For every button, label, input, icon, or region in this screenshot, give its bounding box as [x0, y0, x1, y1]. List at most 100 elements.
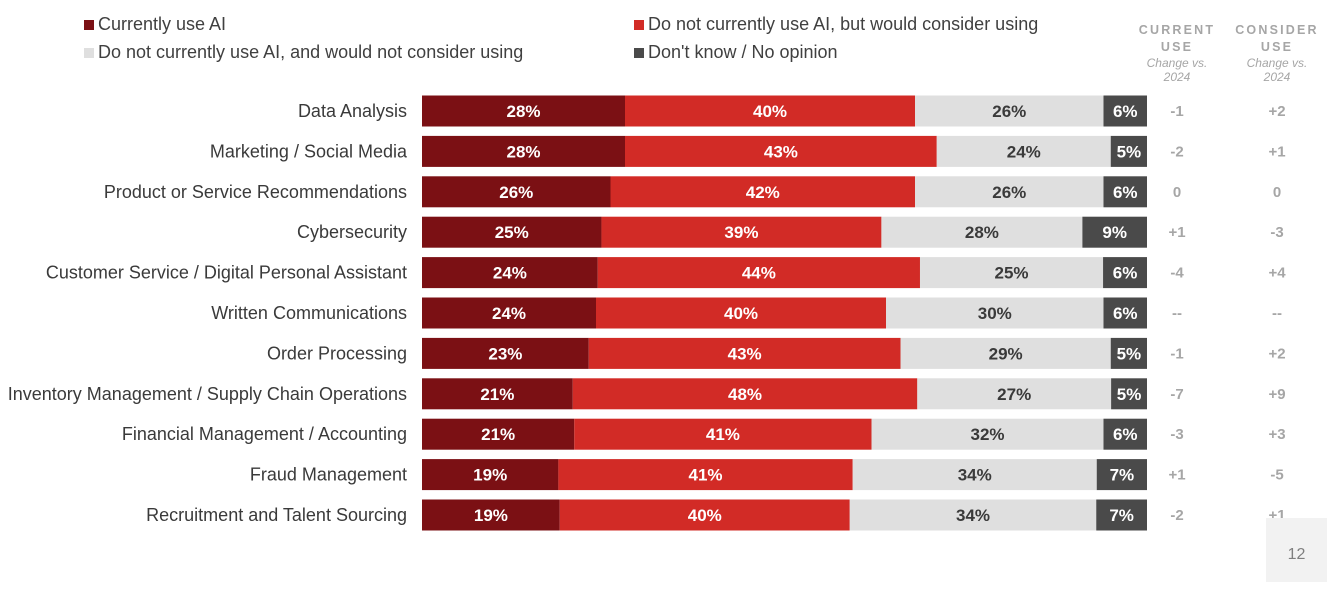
- category-label: Product or Service Recommendations: [104, 182, 407, 202]
- bar-segment-do-not-currently-use-ai-: [574, 418, 872, 450]
- consider-use-change-value: +1: [1268, 143, 1285, 160]
- bar-segment-do-not-currently-use-ai-: [871, 418, 1104, 450]
- bar-data-label: 43%: [728, 344, 762, 363]
- bar-segment-do-not-currently-use-ai-: [558, 459, 853, 491]
- consider-use-header: CONSIDER USE Change vs. 2024: [1227, 22, 1327, 84]
- consider-use-sub-2: 2024: [1263, 70, 1291, 84]
- consider-use-change-value: 0: [1273, 184, 1281, 201]
- bar-segment-currently-use-ai: [422, 418, 575, 450]
- bar-segment-do-not-currently-use-ai-: [597, 257, 920, 289]
- current-use-sub-2: 2024: [1163, 70, 1191, 84]
- bar-segment-do-not-currently-use-ai-: [601, 216, 882, 248]
- consider-use-change-value: --: [1272, 305, 1282, 322]
- bar-segment-don-t-know-no-opinion: [1103, 297, 1147, 329]
- consider-use-change-value: +9: [1268, 386, 1285, 403]
- current-use-change-value: -7: [1170, 386, 1183, 403]
- current-use-change-value: -2: [1170, 143, 1183, 160]
- bar-segment-do-not-currently-use-ai-: [596, 297, 886, 329]
- bar-data-label: 40%: [688, 506, 722, 525]
- bar-data-label: 24%: [492, 304, 526, 323]
- category-label: Customer Service / Digital Personal Assi…: [46, 263, 407, 283]
- bar-data-label: 40%: [724, 304, 758, 323]
- bar-data-label: 34%: [958, 466, 992, 485]
- bar-segment-currently-use-ai: [422, 135, 625, 167]
- current-use-change-value: 0: [1173, 184, 1181, 201]
- category-label: Inventory Management / Supply Chain Oper…: [8, 384, 407, 404]
- bar-data-label: 30%: [978, 304, 1012, 323]
- bar-data-label: 25%: [495, 223, 529, 242]
- legend-swatch-would-not-consider: [84, 47, 94, 58]
- category-label: Cybersecurity: [297, 222, 407, 242]
- legend-item-current: Currently use AI: [84, 14, 226, 35]
- bar-data-label: 48%: [728, 385, 762, 404]
- bar-segment-currently-use-ai: [422, 499, 560, 531]
- legend-label-current: Currently use AI: [98, 14, 227, 34]
- current-use-sub-1: Change vs.: [1146, 56, 1208, 70]
- bar-data-label: 6%: [1113, 425, 1138, 444]
- bar-segment-do-not-currently-use-ai-: [900, 337, 1111, 369]
- bar-data-label: 41%: [706, 425, 740, 444]
- consider-use-change-value: -3: [1270, 224, 1283, 241]
- consider-use-change-value: -5: [1270, 467, 1283, 484]
- bar-segment-don-t-know-no-opinion: [1103, 418, 1147, 450]
- page-number: 12: [1266, 518, 1327, 582]
- current-use-header: CURRENT USE Change vs. 2024: [1127, 22, 1227, 84]
- category-label: Financial Management / Accounting: [122, 424, 407, 444]
- bar-data-label: 39%: [724, 223, 758, 242]
- bar-segment-don-t-know-no-opinion: [1096, 459, 1147, 491]
- bar-data-label: 28%: [506, 142, 540, 161]
- consider-use-change-value: +2: [1268, 103, 1285, 120]
- consider-use-sub-1: Change vs.: [1246, 56, 1308, 70]
- bar-data-label: 28%: [506, 102, 540, 121]
- bar-segment-don-t-know-no-opinion: [1082, 216, 1147, 248]
- legend-swatch-dont-know: [634, 47, 644, 58]
- legend-swatch-would-consider: [634, 19, 644, 30]
- bar-data-label: 5%: [1117, 344, 1142, 363]
- bar-data-label: 19%: [474, 506, 508, 525]
- bar-segment-do-not-currently-use-ai-: [588, 337, 901, 369]
- bar-segment-do-not-currently-use-ai-: [936, 135, 1111, 167]
- bar-segment-currently-use-ai: [422, 95, 625, 127]
- bar-data-label: 25%: [995, 264, 1029, 283]
- bar-data-label: 41%: [689, 466, 723, 485]
- bar-segment-do-not-currently-use-ai-: [852, 459, 1097, 491]
- bar-data-label: 21%: [480, 385, 514, 404]
- bar-segment-currently-use-ai: [422, 176, 611, 208]
- bar-segment-don-t-know-no-opinion: [1110, 135, 1147, 167]
- current-use-change-value: -1: [1170, 345, 1183, 362]
- bar-segment-do-not-currently-use-ai-: [559, 499, 850, 531]
- bar-data-label: 7%: [1109, 506, 1134, 525]
- bar-data-label: 21%: [481, 425, 515, 444]
- bar-data-label: 24%: [1007, 142, 1041, 161]
- bar-data-label: 28%: [965, 223, 999, 242]
- bar-data-label: 26%: [992, 183, 1026, 202]
- category-label: Order Processing: [267, 343, 407, 363]
- bar-segment-do-not-currently-use-ai-: [849, 499, 1097, 531]
- bar-segment-don-t-know-no-opinion: [1103, 257, 1147, 289]
- bar-segment-currently-use-ai: [422, 337, 589, 369]
- consider-use-change-value: +4: [1268, 265, 1286, 282]
- category-label: Marketing / Social Media: [210, 141, 408, 161]
- bar-segment-currently-use-ai: [422, 459, 559, 491]
- current-use-change-value: +1: [1168, 224, 1185, 241]
- bar-data-label: 26%: [992, 102, 1026, 121]
- bar-segment-do-not-currently-use-ai-: [915, 176, 1104, 208]
- bar-segment-currently-use-ai: [422, 216, 602, 248]
- bar-data-label: 29%: [989, 344, 1023, 363]
- bar-data-label: 42%: [746, 183, 780, 202]
- bar-data-label: 40%: [753, 102, 787, 121]
- legend-label-dont-know: Don't know / No opinion: [648, 42, 838, 62]
- bar-data-label: 6%: [1113, 102, 1138, 121]
- current-use-change-value: +1: [1168, 467, 1185, 484]
- legend-swatch-current: [84, 19, 94, 30]
- bar-data-label: 34%: [956, 506, 990, 525]
- bar-segment-currently-use-ai: [422, 257, 598, 289]
- legend-item-dont-know: Don't know / No opinion: [634, 42, 838, 63]
- category-label: Fraud Management: [250, 465, 407, 485]
- consider-use-change-value: +2: [1268, 345, 1285, 362]
- bar-segment-don-t-know-no-opinion: [1096, 499, 1147, 531]
- bar-data-label: 6%: [1113, 183, 1138, 202]
- bar-data-label: 6%: [1113, 264, 1138, 283]
- consider-use-title-2: USE: [1260, 40, 1294, 54]
